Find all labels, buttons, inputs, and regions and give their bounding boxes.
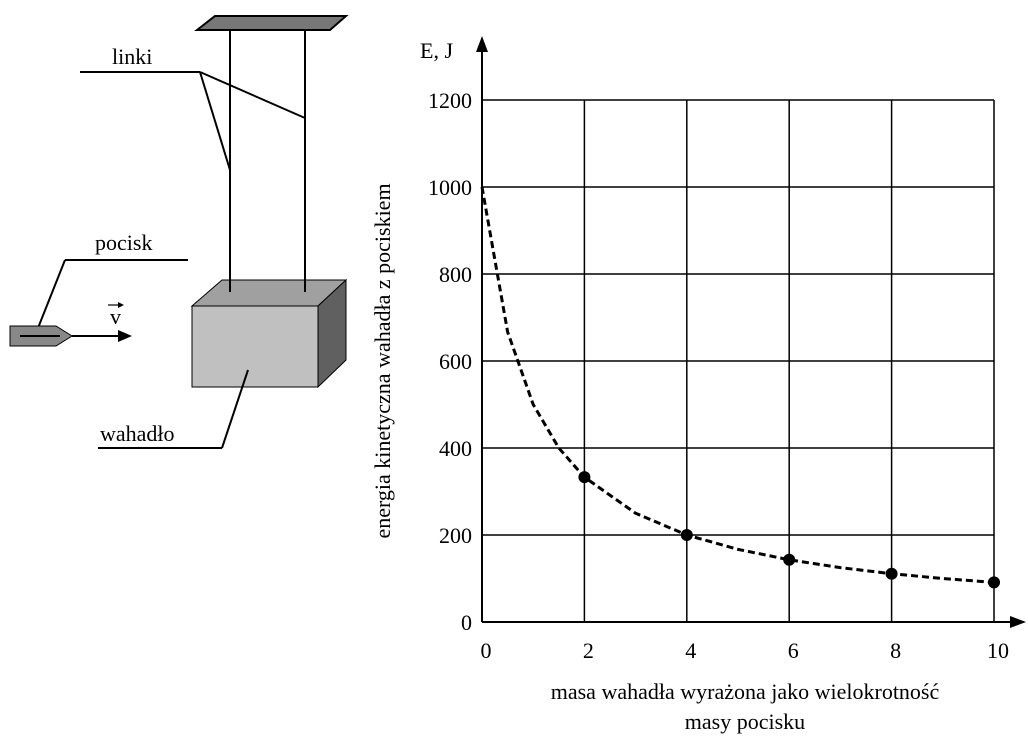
x-tick-label: 0 [481,638,492,663]
arrow-head [118,302,124,308]
y-axis-arrow [476,36,488,52]
leader [199,71,231,171]
y-tick-label: 600 [439,349,472,374]
block-front [191,305,319,388]
y-tick-label: 200 [439,523,472,548]
y-tick-label: 0 [461,610,472,635]
x-axis-arrow [1010,616,1026,628]
leader [37,259,66,329]
x-axis-title: masa wahadła wyrażona jako wielokrotność [551,679,940,704]
x-tick-label: 2 [583,638,594,663]
apparatus-diagram [9,15,349,449]
leader [221,369,249,449]
x-tick-label: 4 [685,638,696,663]
x-tick-label: 6 [788,638,799,663]
data-point [988,576,1000,589]
ceiling [194,15,349,31]
y-tick-label: 1200 [428,88,472,113]
data-point [578,471,591,484]
y-tick-label: 800 [439,262,472,287]
x-tick-label: 8 [890,638,901,663]
x-axis-title: masy pocisku [685,709,805,734]
data-point [783,553,796,566]
label: linki [112,44,152,69]
y-tick-label: 1000 [428,175,472,200]
label: v [110,304,121,329]
label: wahadło [100,421,175,446]
data-point [885,567,898,580]
label: pocisk [95,230,152,255]
leader [199,71,306,119]
x-tick-label: 10 [987,638,1009,663]
curve [480,186,995,584]
y-unit-label: E, J [420,38,453,63]
arrow-head [118,330,132,342]
y-axis-title: energia kinetyczna wahadła z pociskiem [370,183,395,538]
y-tick-label: 400 [439,436,472,461]
data-point [680,529,693,541]
